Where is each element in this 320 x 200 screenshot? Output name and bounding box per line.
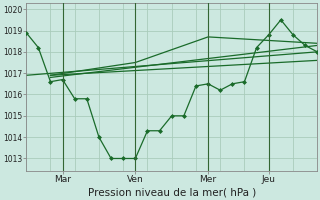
X-axis label: Pression niveau de la mer( hPa ): Pression niveau de la mer( hPa ): [88, 187, 256, 197]
